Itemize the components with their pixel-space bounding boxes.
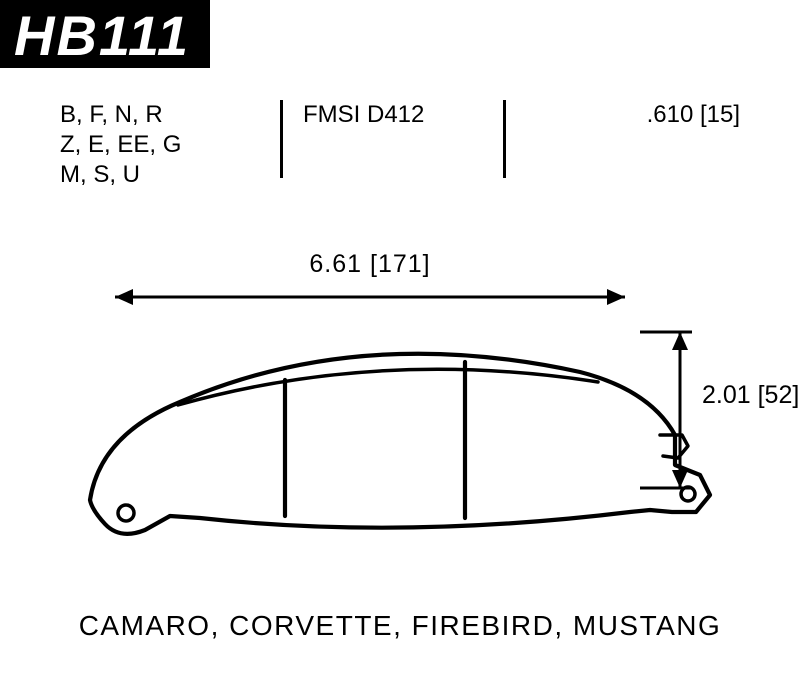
height-dimension [640,328,790,498]
compound-codes: B, F, N, R Z, E, EE, G M, S, U [60,100,260,190]
pad-detail [178,369,598,405]
pad-outline-svg [60,330,740,560]
pin-hole [118,505,134,521]
width-dimension: 6.61 [171] [115,250,625,311]
width-label: 6.61 [171] [115,250,625,279]
part-number-header: HB111 [0,0,210,68]
fmsi-cell: FMSI D412 [283,100,503,130]
pad-body [90,354,710,534]
compound-codes-cell: B, F, N, R Z, E, EE, G M, S, U [60,100,280,190]
thickness-cell: .610 [15] [506,100,740,130]
thickness-value: .610 [15] [526,100,740,130]
height-arrow-icon [640,328,720,498]
spec-row: B, F, N, R Z, E, EE, G M, S, U FMSI D412… [60,100,740,190]
vehicle-applications: CAMARO, CORVETTE, FIREBIRD, MUSTANG [0,608,800,643]
width-arrow-icon [115,285,625,311]
brake-pad-diagram [60,330,740,560]
height-label: 2.01 [52] [702,380,799,410]
fmsi-code: FMSI D412 [303,100,483,130]
